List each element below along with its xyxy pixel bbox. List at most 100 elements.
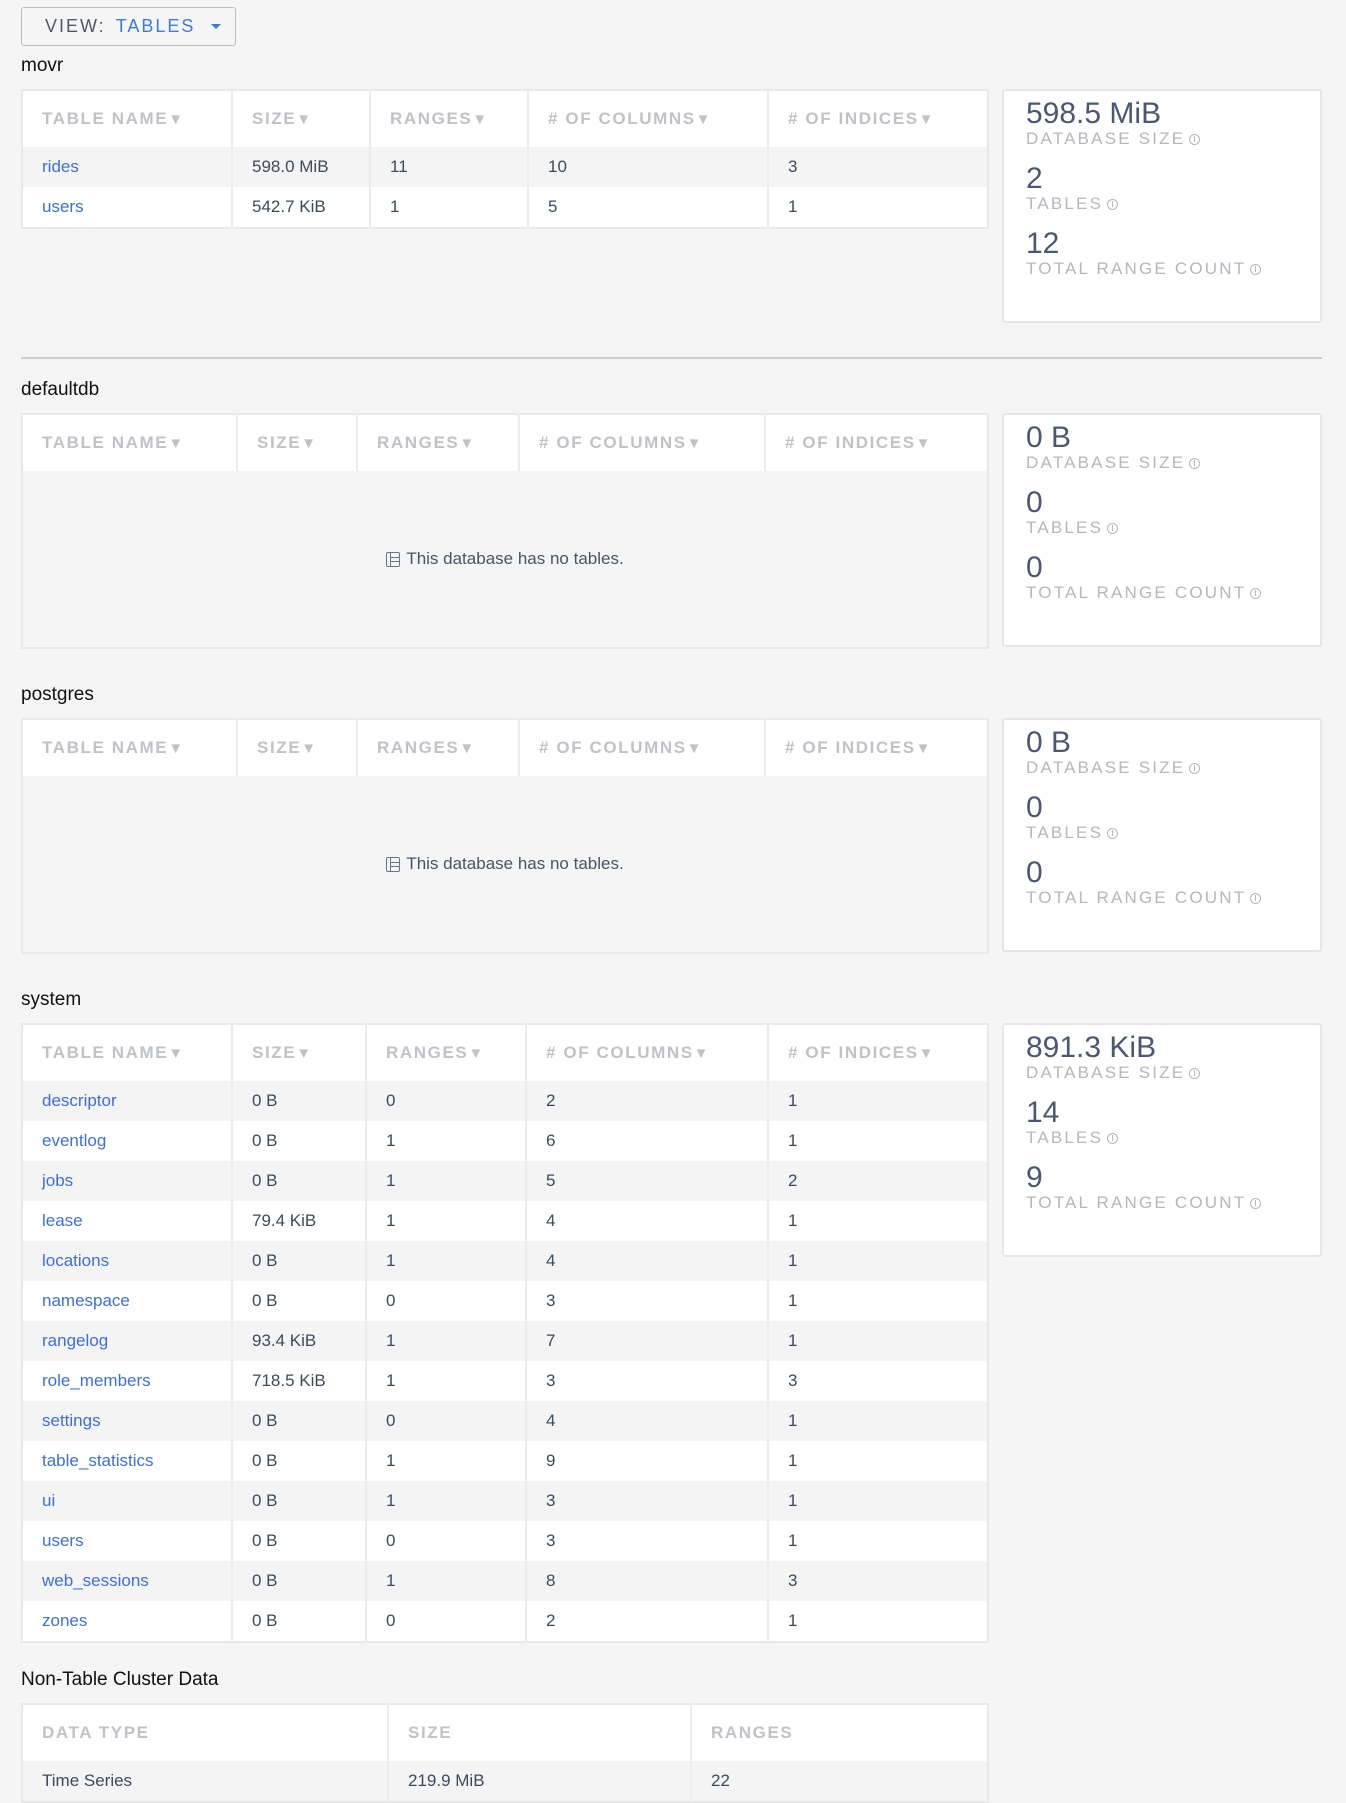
empty-message: This database has no tables.	[406, 854, 624, 873]
table-cell: 1	[767, 1321, 988, 1361]
column-header-label: RANGES	[377, 738, 460, 757]
table-name-link[interactable]: zones	[42, 1611, 88, 1630]
table-name-link[interactable]: settings	[42, 1411, 101, 1430]
column-header[interactable]: SIZE▼	[231, 90, 370, 147]
cell-value: 3	[546, 1291, 556, 1310]
table-name-link[interactable]: table_statistics	[42, 1451, 154, 1470]
column-header[interactable]: RANGES▼	[356, 719, 519, 776]
tables-table: TABLE NAME▼ SIZE▼ RANGES▼ # OF COLUMNS▼ # OF…	[21, 89, 989, 229]
table-name-link[interactable]: rangelog	[42, 1331, 109, 1350]
stat-size: 891.3 KiB DATABASE SIZE	[1026, 1033, 1320, 1083]
info-icon[interactable]	[1189, 763, 1201, 774]
column-header[interactable]: # OF INDICES▼	[764, 414, 988, 471]
info-icon[interactable]	[1189, 1068, 1201, 1079]
table-name-link[interactable]: users	[42, 1531, 84, 1550]
info-icon[interactable]	[1107, 828, 1119, 839]
table-row: locations 0 B 1 4 1	[22, 1241, 988, 1281]
column-header[interactable]: SIZE▼	[236, 414, 357, 471]
info-icon[interactable]	[1250, 1198, 1262, 1209]
stat-size: 0 B DATABASE SIZE	[1026, 728, 1320, 778]
non-table-data-table: DATA TYPE SIZE RANGES Time Series 219.9 MiB 2…	[21, 1703, 989, 1803]
column-header-label: RANGES	[377, 433, 460, 452]
table-cell: 0 B	[231, 1561, 366, 1601]
stat-label-row: TABLES	[1026, 518, 1320, 538]
info-icon[interactable]	[1107, 523, 1119, 534]
database-content: TABLE NAME▼ SIZE▼ RANGES▼ # OF COLUMNS▼ # OF…	[21, 413, 1322, 649]
column-header[interactable]: TABLE NAME▼	[22, 414, 237, 471]
table-cell: 9	[525, 1441, 768, 1481]
table-cell: eventlog	[22, 1121, 232, 1161]
table-cell: 0 B	[231, 1161, 366, 1201]
section-title: Non-Table Cluster Data	[21, 1669, 219, 1690]
column-header[interactable]: TABLE NAME▼	[22, 1024, 232, 1081]
cell-value: 1	[788, 1611, 798, 1630]
empty-state: This database has no tables.	[22, 471, 988, 648]
divider	[21, 357, 1322, 359]
table-cell: 0 B	[231, 1121, 366, 1161]
info-icon[interactable]	[1250, 264, 1262, 275]
column-header[interactable]: SIZE▼	[231, 1024, 366, 1081]
cell-value: 1	[386, 1131, 396, 1150]
table-name-link[interactable]: users	[42, 197, 84, 216]
column-header[interactable]: TABLE NAME▼	[22, 719, 237, 776]
table-name-link[interactable]: lease	[42, 1211, 83, 1230]
table-cell: 3	[525, 1481, 768, 1521]
table-cell: settings	[22, 1401, 232, 1441]
column-header[interactable]: # OF INDICES▼	[764, 719, 988, 776]
cell-value: 5	[546, 1171, 556, 1190]
column-header[interactable]: # OF COLUMNS▼	[518, 414, 765, 471]
cell-value: 0 B	[252, 1571, 278, 1590]
column-header[interactable]: TABLE NAME▼	[22, 90, 232, 147]
table-name-link[interactable]: rides	[42, 157, 79, 176]
column-header[interactable]: RANGES▼	[365, 1024, 526, 1081]
column-header[interactable]: # OF INDICES▼	[767, 90, 988, 147]
table-cell: role_members	[22, 1361, 232, 1401]
view-selector-dropdown[interactable]: VIEW: TABLES	[21, 7, 236, 46]
stat-label: DATABASE SIZE	[1026, 758, 1186, 777]
stat-label: TOTAL RANGE COUNT	[1026, 259, 1247, 278]
table-cell: 0 B	[231, 1281, 366, 1321]
cell-value: 1	[788, 1131, 798, 1150]
table-name-link[interactable]: namespace	[42, 1291, 130, 1310]
column-header[interactable]: SIZE▼	[236, 719, 357, 776]
column-header: SIZE	[387, 1704, 691, 1761]
column-header[interactable]: # OF INDICES▼	[767, 1024, 988, 1081]
cell-value: 1	[788, 1411, 798, 1430]
info-icon[interactable]	[1107, 199, 1119, 210]
stat-value: 9	[1026, 1161, 1043, 1194]
info-icon[interactable]	[1107, 1133, 1119, 1144]
column-header-label: RANGES	[390, 109, 473, 128]
table-name-link[interactable]: ui	[42, 1491, 56, 1510]
table-name-link[interactable]: role_members	[42, 1371, 151, 1390]
stat-value: 0	[1026, 791, 1043, 824]
table-name-link[interactable]: web_sessions	[42, 1571, 149, 1590]
cell-value: 1	[386, 1451, 396, 1470]
cell-value: 0 B	[252, 1491, 278, 1510]
table-cell: lease	[22, 1201, 232, 1241]
database-name: postgres	[21, 684, 94, 705]
table-name-link[interactable]: eventlog	[42, 1131, 107, 1150]
cell-value: 1	[788, 1331, 798, 1350]
info-icon[interactable]	[1250, 588, 1262, 599]
cell-value: 1	[788, 1211, 798, 1230]
info-icon[interactable]	[1250, 893, 1262, 904]
table-cell: 0	[365, 1401, 526, 1441]
info-icon[interactable]	[1189, 134, 1201, 145]
cell-value: 0 B	[252, 1451, 278, 1470]
table-name-link[interactable]: locations	[42, 1251, 110, 1270]
table-cell: descriptor	[22, 1081, 232, 1121]
cell-value: 0	[386, 1291, 396, 1310]
column-header[interactable]: # OF COLUMNS▼	[518, 719, 765, 776]
info-icon[interactable]	[1189, 458, 1201, 469]
table-name-link[interactable]: descriptor	[42, 1091, 117, 1110]
empty-state: This database has no tables.	[22, 776, 988, 953]
column-header-label: # OF COLUMNS	[539, 738, 687, 757]
column-header[interactable]: RANGES▼	[369, 90, 528, 147]
table-name-link[interactable]: jobs	[42, 1171, 74, 1190]
column-header[interactable]: RANGES▼	[356, 414, 519, 471]
column-header[interactable]: # OF COLUMNS▼	[527, 90, 768, 147]
column-header[interactable]: # OF COLUMNS▼	[525, 1024, 768, 1081]
stat-label: DATABASE SIZE	[1026, 1063, 1186, 1082]
stat-value: 0 B	[1026, 726, 1072, 759]
sort-icon: ▼	[918, 111, 934, 128]
